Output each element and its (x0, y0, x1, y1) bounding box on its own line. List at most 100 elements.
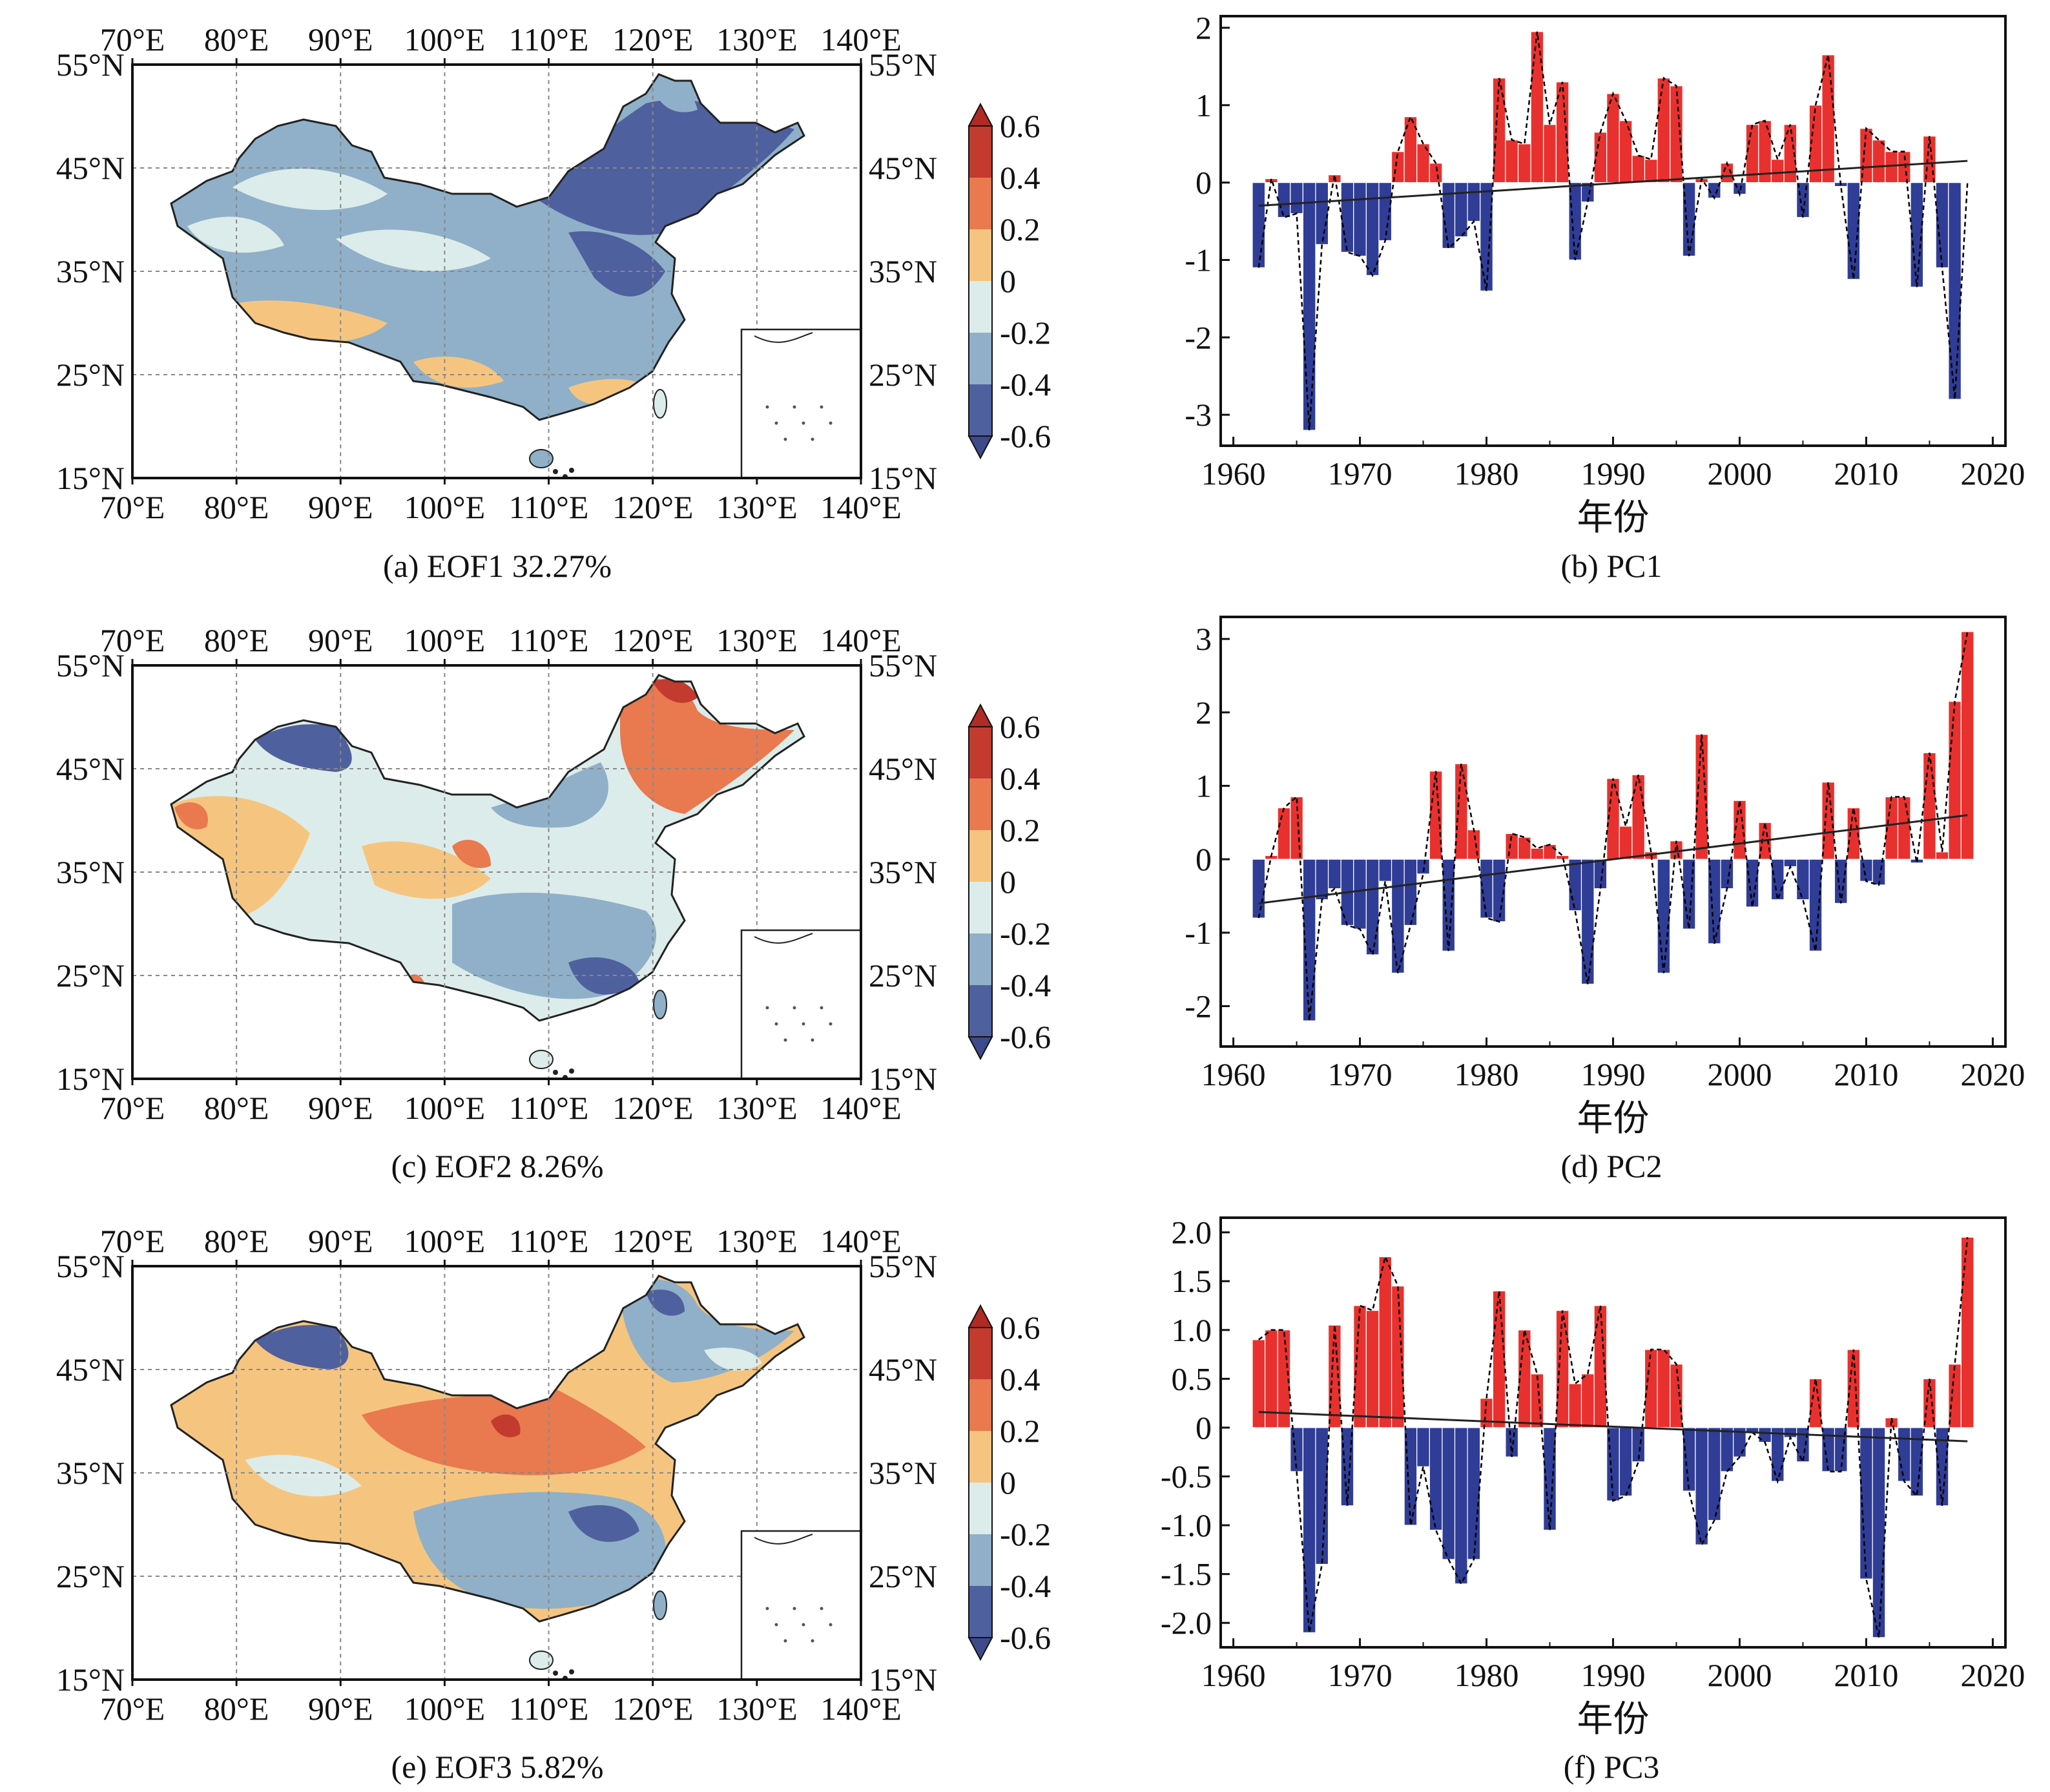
pc-bar (1454, 182, 1468, 238)
lat-label-left: 25°N (56, 957, 125, 994)
lat-label-right: 55°N (869, 1248, 937, 1284)
map-region-2 (255, 1325, 349, 1370)
south-china-sea-inset (740, 328, 862, 479)
pc-bar (1897, 796, 1911, 860)
captions: (a) EOF1 32.27% (b) PC1 (c) EOF2 8.26% (… (383, 548, 1662, 1785)
lat-label-right: 15°N (869, 1061, 937, 1097)
lat-label-left: 45°N (56, 1351, 125, 1388)
inset-island (802, 421, 805, 425)
lon-label-bottom: 90°E (308, 1090, 373, 1126)
lat-label-right: 25°N (869, 957, 937, 994)
pc-bar (1517, 143, 1531, 183)
inset-coast (754, 332, 813, 343)
x-tick-label: 1960 (1201, 1657, 1266, 1693)
colorbar-segment (969, 1379, 992, 1431)
y-tick-label: 1 (1196, 767, 1212, 804)
map-panel-2: 70°E 70°E 80°E 80°E 90°E 90°E 100°E 100°E 110°E 1… (56, 622, 1051, 1126)
pc-bar (1302, 859, 1316, 1021)
colorbar-label: 0.6 (1000, 108, 1041, 144)
pc-trend-line (1258, 814, 1968, 904)
pc-bar (1492, 1290, 1506, 1428)
taiwan-island (653, 990, 667, 1019)
colorbar-label: 0 (1000, 1464, 1016, 1501)
lon-label-bottom: 100°E (404, 1090, 486, 1126)
inset-island (783, 437, 787, 441)
pc-bar (1277, 182, 1291, 218)
lon-label-top: 70°E (100, 21, 165, 57)
lat-label-left: 55°N (56, 647, 125, 683)
colorbar-extend-bottom (968, 1637, 993, 1662)
pc-chart-2: 1960 1970 1980 1990 2000 2010 2020 3 2 1 0 -1 -2 年份 (1185, 616, 2025, 1139)
inset-island (783, 1639, 787, 1643)
pc-bar (1670, 85, 1683, 183)
x-tick-label: 1990 (1581, 1657, 1646, 1693)
pc-bar (1619, 120, 1633, 183)
inset-island (792, 405, 796, 409)
pc-bar (1454, 763, 1468, 860)
map-region-11 (620, 678, 794, 814)
pc-bar (1454, 1427, 1468, 1585)
pc-panels: 1960 1970 1980 1990 2000 2010 2020210-1-2-3年份1… (1161, 10, 2025, 1740)
colorbar-segment (969, 126, 992, 178)
lon-label-top: 70°E (100, 1223, 165, 1259)
pc-bar (1859, 859, 1873, 882)
pc-bar (1543, 1427, 1557, 1531)
map-panels: 70°E 70°E 80°E 80°E 90°E 90°E 100°E 100°E 110°E 1… (56, 21, 1051, 1727)
lon-label-bottom: 80°E (204, 1090, 269, 1126)
colorbar-label: -0.4 (1000, 967, 1051, 1003)
lat-label-right: 45°N (869, 150, 937, 186)
pc-bar (1568, 859, 1582, 912)
pc-bar (1505, 1427, 1519, 1457)
pc-bar (1429, 163, 1443, 183)
island-dot (569, 1068, 574, 1074)
island-dot (553, 1070, 558, 1075)
pc-bar (1948, 701, 1962, 860)
china-border (170, 674, 805, 1022)
pc-bar (1657, 78, 1671, 183)
colorbar-segment (969, 384, 992, 436)
map-region-7 (255, 724, 352, 772)
lat-label-right: 15°N (869, 1662, 937, 1698)
pc-chart-3: 1960 1970 1980 1990 2000 2010 2020 2.0 1.5 1.0 0.5… (1161, 1214, 2025, 1740)
pc-bar (1480, 182, 1493, 291)
pc-bar (1872, 1427, 1886, 1638)
lat-label-left: 35°N (56, 253, 125, 289)
pc-bar (1770, 859, 1785, 901)
pc-bar (1808, 1378, 1823, 1428)
lat-label-left: 55°N (56, 47, 125, 83)
pc-bar (1442, 859, 1456, 952)
pc-bar (1543, 844, 1557, 860)
y-tick-label: -1.5 (1161, 1556, 1212, 1592)
map-caption-c: (c) EOF2 8.26% (391, 1148, 603, 1184)
pc-bar (1960, 631, 1974, 860)
lon-label-top: 120°E (612, 21, 694, 57)
pc-bar (1290, 182, 1303, 214)
lon-label-top: 130°E (716, 21, 798, 57)
inset-island (802, 1623, 805, 1627)
x-tick-label: 1990 (1581, 455, 1646, 492)
south-china-sea-inset (740, 929, 862, 1080)
pc-bar (1948, 182, 1962, 400)
colorbar-label: -0.2 (1000, 315, 1051, 351)
pc-bar (1580, 859, 1595, 985)
inset-island (792, 1006, 796, 1010)
colorbar-segment (969, 985, 992, 1037)
map-panel-1: 70°E 70°E 80°E 80°E 90°E 90°E 100°E 100°E 110°E 1… (56, 21, 1051, 525)
pc-bar (1555, 1309, 1569, 1428)
pc-bar (1682, 859, 1696, 930)
inset-island (829, 1022, 833, 1026)
pc-bar (1442, 1427, 1456, 1560)
x-tick-label: 2000 (1707, 455, 1772, 492)
y-tick-label: -1 (1185, 242, 1212, 278)
map-frame (131, 664, 862, 1080)
lon-label-top: 90°E (308, 21, 373, 57)
pc-series-line (1258, 1237, 1969, 1638)
lon-label-top: 130°E (716, 622, 798, 658)
x-axis-label: 年份 (1577, 498, 1650, 538)
lon-label-bottom: 120°E (612, 489, 694, 525)
colorbar-frame (968, 726, 993, 1037)
pc-bar (1847, 807, 1861, 860)
lon-label-bottom: 130°E (716, 489, 798, 525)
inset-island (765, 1006, 769, 1010)
x-tick-label: 1970 (1328, 1657, 1393, 1693)
